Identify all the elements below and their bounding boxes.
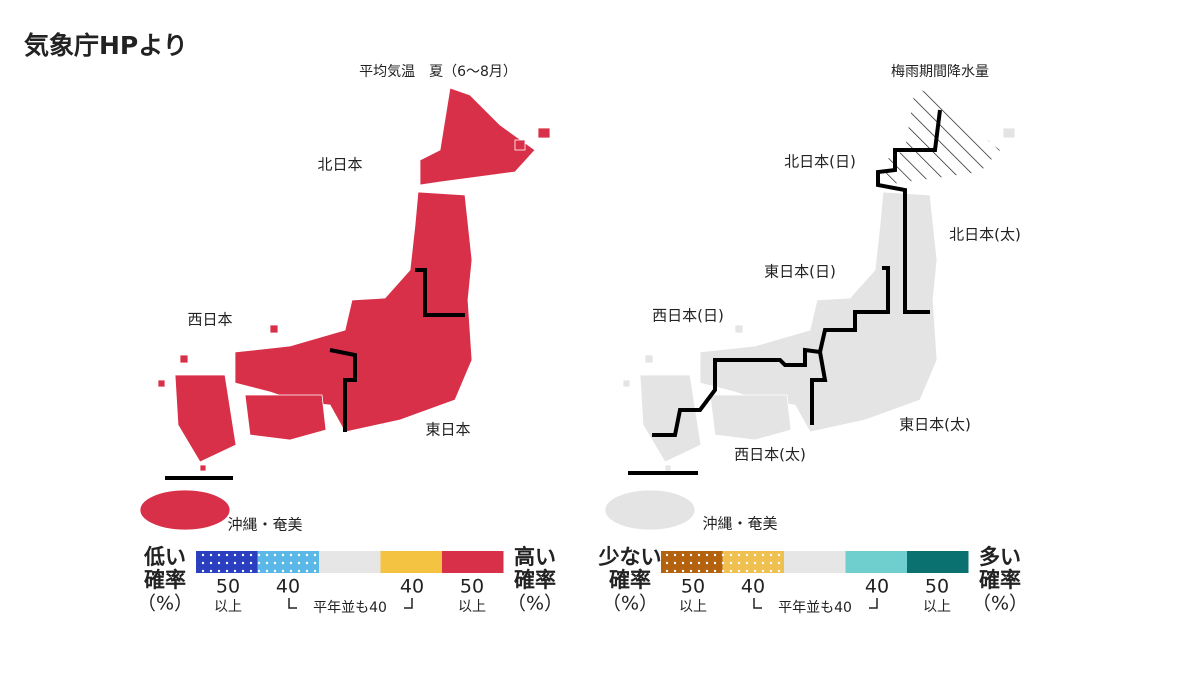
legend-number: 40 xyxy=(865,576,889,598)
legend-swatch xyxy=(319,551,381,573)
legend-sublabel: 以上 xyxy=(458,599,486,615)
legend-right-label: 確率 xyxy=(979,568,1021,592)
region-label: 東日本(日) xyxy=(764,263,836,281)
region-label: 沖縄・奄美 xyxy=(702,515,777,533)
legend-number: 50 xyxy=(681,576,705,598)
legend-right-label: 確率 xyxy=(514,568,556,592)
legend-swatch xyxy=(784,551,846,573)
legend-left-label: 少ない xyxy=(598,545,662,569)
legend-dots xyxy=(196,551,258,573)
region-label: 東日本 xyxy=(425,421,470,439)
region-label: 北日本(太) xyxy=(949,226,1021,244)
legend-swatch xyxy=(442,551,504,573)
legend-dots xyxy=(661,551,723,573)
legend-number: 40 xyxy=(400,576,424,598)
legend-number: 50 xyxy=(216,576,240,598)
note-bracket xyxy=(288,598,297,609)
legend-number: 50 xyxy=(925,576,949,598)
legend-right-label: 高い xyxy=(514,545,556,569)
region-label: 北日本(日) xyxy=(784,153,856,171)
legend-note: 平年並も40 xyxy=(313,600,387,616)
note-bracket xyxy=(869,598,878,609)
legend-left-label: 低い xyxy=(143,545,186,569)
legend-left-label: （%） xyxy=(137,593,193,615)
legend-swatch xyxy=(380,551,442,573)
legend-left-label: 確率 xyxy=(609,568,651,592)
map-title: 平均気温 夏（6～8月） xyxy=(359,64,517,80)
legend-right-label: 多い xyxy=(979,545,1021,569)
legend-note: 平年並も40 xyxy=(778,600,852,616)
legend-number: 50 xyxy=(460,576,484,598)
legend-sublabel: 以上 xyxy=(923,599,951,615)
legend-right-label: （%） xyxy=(507,593,563,615)
legend-number: 40 xyxy=(276,576,300,598)
region-label: 西日本(太) xyxy=(734,446,806,464)
legend-dots xyxy=(257,551,319,573)
note-bracket xyxy=(753,598,762,609)
region-label: 沖縄・奄美 xyxy=(227,516,302,534)
legend-sublabel: 以上 xyxy=(679,599,707,615)
region-label: 北日本 xyxy=(317,156,362,174)
legend-swatch xyxy=(907,551,969,573)
note-bracket xyxy=(404,598,413,609)
legend-left-label: 確率 xyxy=(144,568,186,592)
legend-left-label: （%） xyxy=(602,593,658,615)
region-label: 西日本 xyxy=(187,311,232,329)
legend-right-label: （%） xyxy=(972,593,1028,615)
page-title: 気象庁HPより xyxy=(24,31,188,60)
map-title: 梅雨期間降水量 xyxy=(891,64,989,80)
hatched-area xyxy=(885,88,1000,185)
legend-sublabel: 以上 xyxy=(214,599,242,615)
region-label: 東日本(太) xyxy=(899,416,971,434)
legend-swatch xyxy=(845,551,907,573)
legend-dots xyxy=(722,551,784,573)
region-label: 西日本(日) xyxy=(652,307,724,325)
boundaries xyxy=(165,109,942,480)
legend-number: 40 xyxy=(741,576,765,598)
map-left xyxy=(139,87,551,531)
